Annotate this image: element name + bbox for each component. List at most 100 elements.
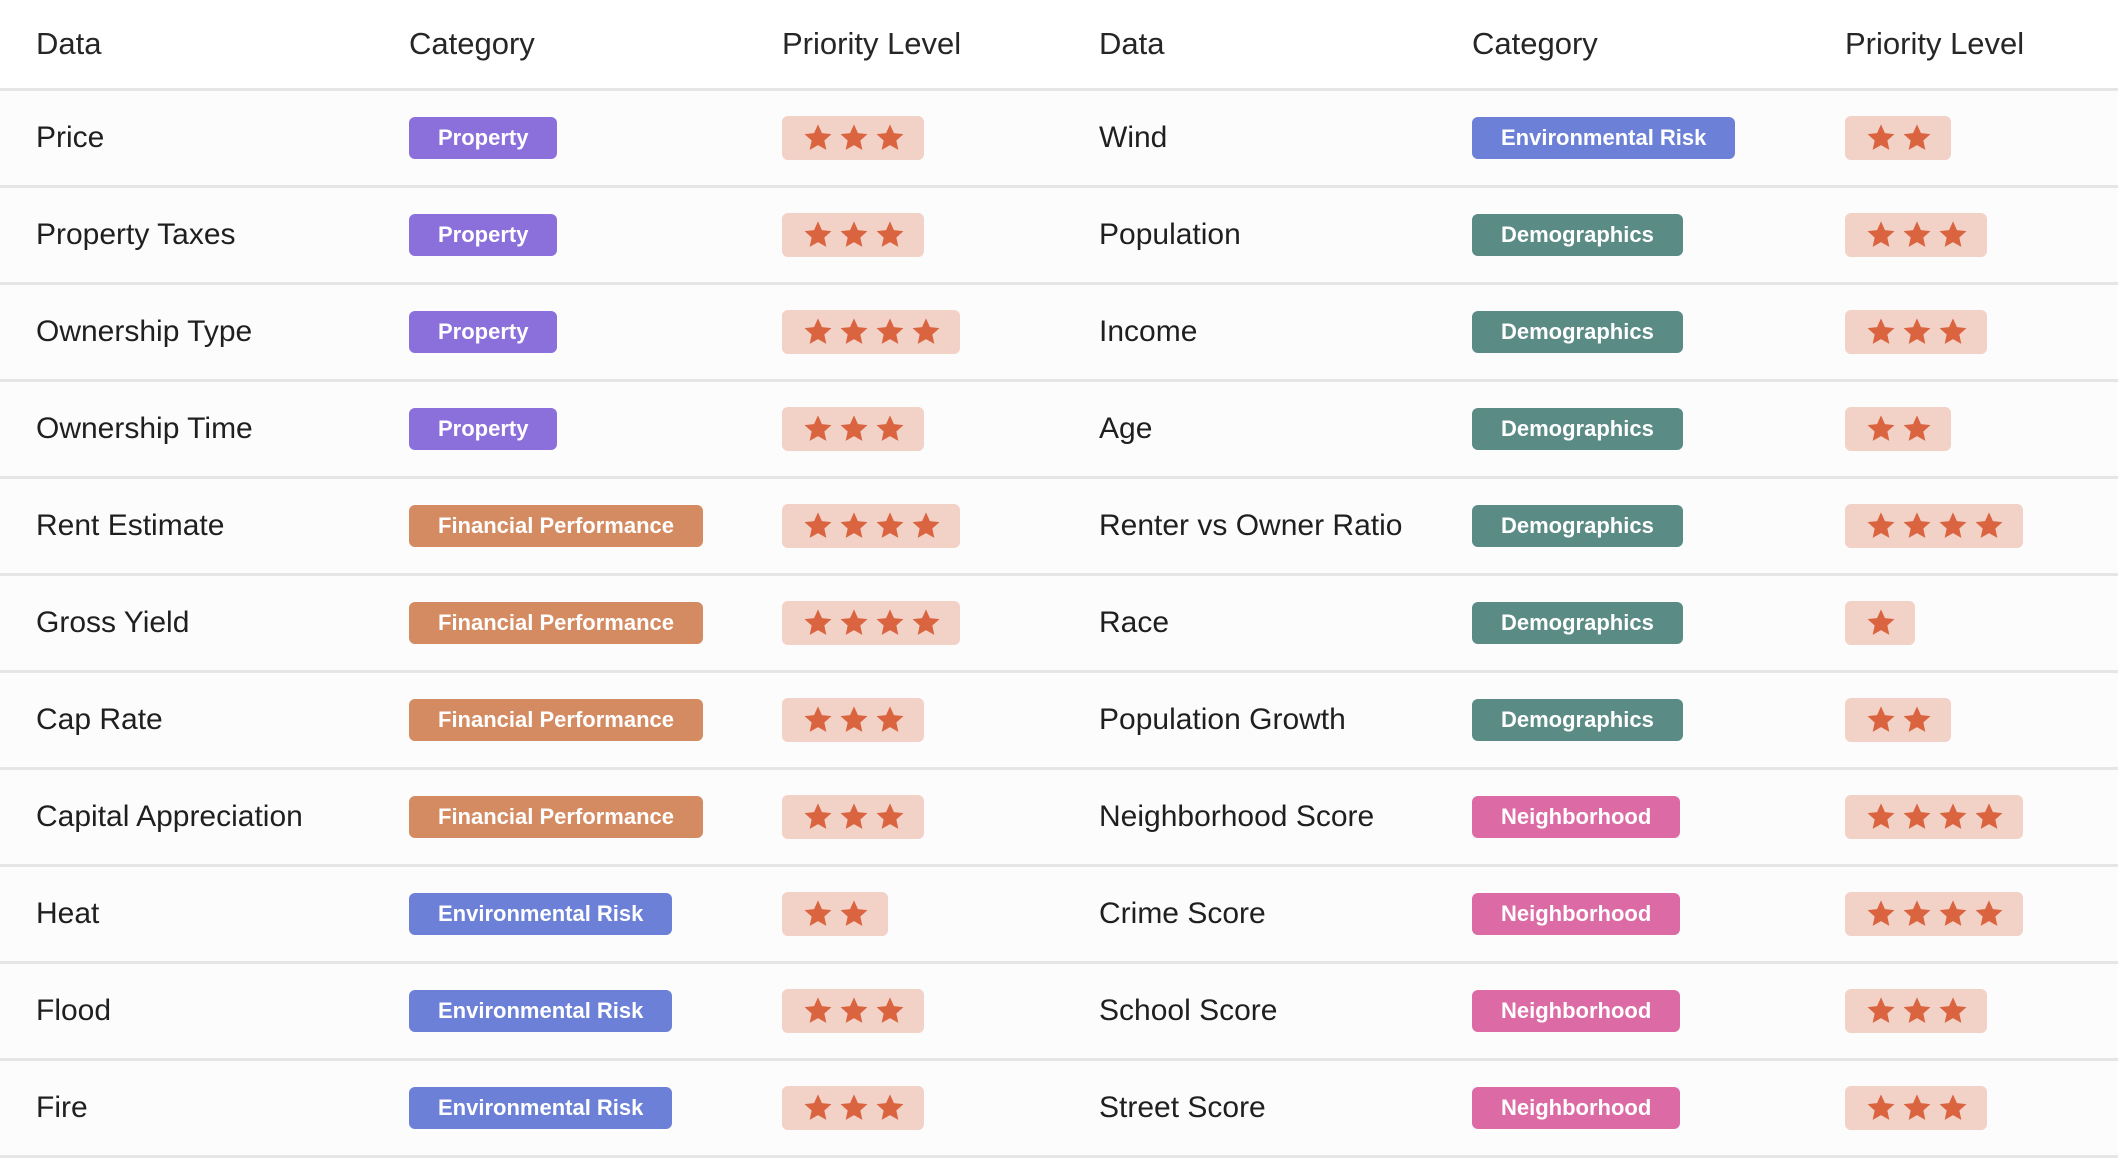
data-name-cell: Crime Score [1099, 897, 1266, 930]
star-icon [840, 900, 868, 926]
priority-stars [1845, 989, 1987, 1033]
category-cell: Demographics [1436, 311, 1809, 353]
star-icon [804, 124, 832, 150]
priority-cell [746, 213, 1063, 257]
category-cell: Property [373, 311, 746, 353]
star-icon [840, 512, 868, 538]
data-name-cell: Gross Yield [36, 606, 190, 639]
data-name-cell: Ownership Time [36, 412, 253, 445]
priority-stars [1845, 1086, 1987, 1130]
data-name-cell: Ownership Type [36, 315, 253, 348]
data-name-cell: Heat [36, 897, 100, 930]
data-name-cell: Street Score [1099, 1091, 1266, 1124]
priority-stars [1845, 116, 1951, 160]
data-name-cell: Income [1099, 315, 1198, 348]
star-icon [1867, 900, 1895, 926]
category-cell: Environmental Risk [373, 990, 746, 1032]
star-icon [1939, 318, 1967, 344]
category-tag-financial-performance: Financial Performance [409, 699, 703, 741]
priority-cell [1809, 213, 2118, 257]
category-tag-property: Property [409, 408, 558, 450]
category-cell: Demographics [1436, 699, 1809, 741]
star-icon [1867, 512, 1895, 538]
priority-stars [782, 989, 924, 1033]
category-cell: Financial Performance [373, 602, 746, 644]
star-icon [1867, 706, 1895, 732]
category-tag-property: Property [409, 214, 558, 256]
category-tag-demographics: Demographics [1472, 699, 1683, 741]
star-icon [804, 318, 832, 344]
priority-cell [1809, 698, 2118, 742]
star-icon [804, 512, 832, 538]
category-tag-environmental-risk: Environmental Risk [1472, 117, 1736, 159]
category-cell: Environmental Risk [1436, 117, 1809, 159]
star-icon [804, 1094, 832, 1120]
category-tag-financial-performance: Financial Performance [409, 505, 703, 547]
star-icon [840, 997, 868, 1023]
star-icon [804, 900, 832, 926]
star-icon [1975, 803, 2003, 829]
category-tag-neighborhood: Neighborhood [1472, 1087, 1681, 1129]
data-name-cell: Population Growth [1099, 703, 1346, 736]
priority-stars [782, 892, 888, 936]
star-icon [912, 512, 940, 538]
category-tag-demographics: Demographics [1472, 505, 1683, 547]
category-tag-environmental-risk: Environmental Risk [409, 893, 673, 935]
category-tag-financial-performance: Financial Performance [409, 796, 703, 838]
table-row: Ownership Time Property Age Demographics [0, 382, 2118, 479]
star-icon [1867, 124, 1895, 150]
category-cell: Financial Performance [373, 505, 746, 547]
star-icon [1939, 1094, 1967, 1120]
category-tag-demographics: Demographics [1472, 408, 1683, 450]
priority-cell [746, 601, 1063, 645]
star-icon [840, 318, 868, 344]
category-cell: Neighborhood [1436, 893, 1809, 935]
star-icon [1939, 221, 1967, 247]
star-icon [1903, 415, 1931, 441]
priority-stars [782, 504, 960, 548]
priority-cell [746, 698, 1063, 742]
category-cell: Property [373, 408, 746, 450]
star-icon [1867, 609, 1895, 635]
category-cell: Neighborhood [1436, 1087, 1809, 1129]
star-icon [804, 803, 832, 829]
data-name-cell: School Score [1099, 994, 1278, 1027]
star-icon [1867, 803, 1895, 829]
priority-cell [746, 407, 1063, 451]
star-icon [876, 706, 904, 732]
priority-cell [746, 116, 1063, 160]
data-name-cell: Rent Estimate [36, 509, 225, 542]
priority-stars [1845, 795, 2023, 839]
priority-cell [1809, 989, 2118, 1033]
priority-stars [1845, 601, 1915, 645]
data-name-cell: Cap Rate [36, 703, 163, 736]
priority-stars [1845, 407, 1951, 451]
star-icon [804, 706, 832, 732]
category-tag-neighborhood: Neighborhood [1472, 990, 1681, 1032]
star-icon [840, 803, 868, 829]
star-icon [876, 1094, 904, 1120]
header-data-right: Data [1099, 26, 1165, 61]
star-icon [912, 609, 940, 635]
header-category-left: Category [409, 26, 535, 61]
star-icon [840, 706, 868, 732]
priority-cell [1809, 892, 2118, 936]
table-row: Heat Environmental Risk Crime Score Neighbo… [0, 867, 2118, 964]
priority-stars [782, 1086, 924, 1130]
star-icon [1903, 221, 1931, 247]
category-tag-property: Property [409, 311, 558, 353]
table-row: Gross Yield Financial Performance Race Demo… [0, 576, 2118, 673]
priority-stars [782, 601, 960, 645]
category-tag-financial-performance: Financial Performance [409, 602, 703, 644]
priority-cell [746, 1086, 1063, 1130]
star-icon [840, 221, 868, 247]
table-body: Price Property Wind Environmental Risk Prope… [0, 91, 2118, 1158]
star-icon [876, 415, 904, 441]
star-icon [876, 997, 904, 1023]
priority-stars [782, 310, 960, 354]
table-row: Ownership Type Property Income Demographics [0, 285, 2118, 382]
star-icon [804, 415, 832, 441]
table-row: Fire Environmental Risk Street Score Neighb… [0, 1061, 2118, 1158]
category-cell: Environmental Risk [373, 1087, 746, 1129]
